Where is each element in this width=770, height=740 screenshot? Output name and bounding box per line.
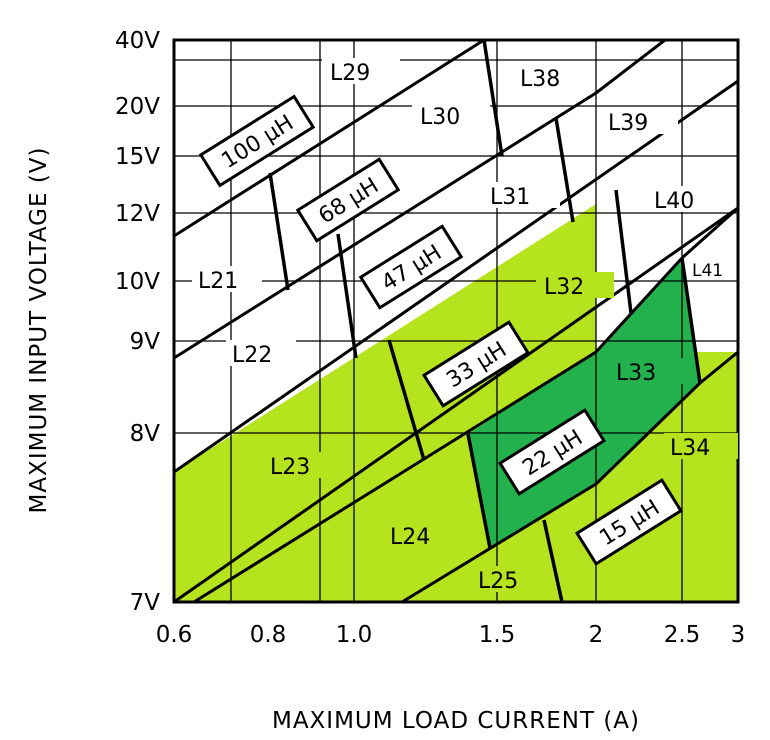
region-label-l25: L25	[478, 569, 518, 594]
region-label-l34: L34	[670, 436, 710, 461]
region-labels: L29 L30 L38 L39 L31 L40 L21 L22 L32 L41 …	[192, 58, 738, 594]
y-tick-label: 10V	[115, 269, 160, 295]
y-axis-ticks: 40V 20V 15V 12V 10V 9V 8V 7V	[115, 28, 160, 616]
plot-frame	[172, 38, 740, 604]
x-axis-title: MAXIMUM LOAD CURRENT (A)	[272, 708, 640, 734]
y-tick-label: 15V	[115, 144, 160, 170]
x-tick-label: 1.0	[336, 622, 373, 648]
region-label-l31: L31	[490, 185, 530, 210]
y-tick-label: 40V	[115, 28, 160, 54]
band-lines	[173, 38, 739, 604]
region-label-l21: L21	[198, 269, 238, 294]
y-tick-label: 8V	[130, 421, 161, 447]
region-label-l22: L22	[232, 343, 272, 368]
y-tick-label: 12V	[115, 201, 160, 227]
x-tick-label: 0.6	[156, 622, 193, 648]
inductance-box-68uh: 68 µH	[295, 157, 401, 243]
region-label-l23: L23	[270, 455, 310, 480]
x-tick-label: 2	[589, 622, 604, 648]
region-label-l39: L39	[608, 111, 648, 136]
inductance-box-100uh: 100 µH	[198, 94, 316, 188]
x-tick-label: 0.8	[250, 622, 287, 648]
y-tick-label: 7V	[130, 590, 161, 616]
region-label-l40: L40	[654, 189, 694, 214]
region-label-l32: L32	[544, 275, 584, 300]
x-axis-ticks: 0.6 0.8 1.0 1.5 2 2.5 3	[156, 622, 746, 648]
y-axis-title: MAXIMUM INPUT VOLTAGE (V)	[26, 146, 52, 513]
region-label-l33: L33	[616, 361, 656, 386]
region-boundaries	[268, 39, 702, 603]
x-tick-label: 3	[731, 622, 746, 648]
y-tick-label: 9V	[130, 329, 161, 355]
region-label-l30: L30	[420, 105, 460, 130]
inductance-box-47uh: 47 µH	[358, 224, 464, 310]
region-label-l38: L38	[520, 67, 560, 92]
region-label-l29: L29	[330, 61, 370, 86]
region-label-l24: L24	[390, 525, 430, 550]
y-tick-label: 20V	[115, 94, 160, 120]
x-tick-label: 2.5	[664, 622, 701, 648]
region-label-l41: L41	[692, 261, 723, 281]
x-tick-label: 1.5	[479, 622, 516, 648]
